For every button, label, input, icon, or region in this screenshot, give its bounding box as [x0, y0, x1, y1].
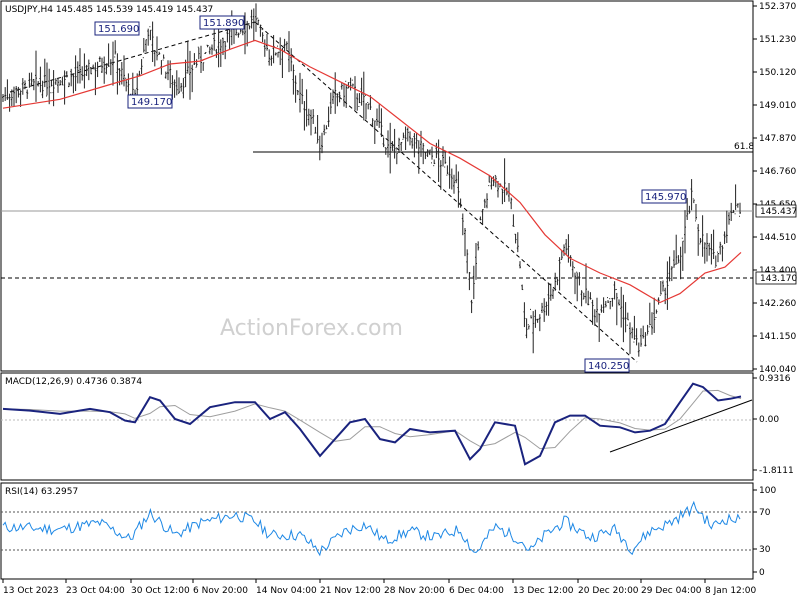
- x-tick-label: 6 Dec 04:00: [449, 586, 504, 596]
- y-tick-label: 140.040: [759, 365, 796, 375]
- trend-line-down: [254, 21, 638, 363]
- y-tick-label: 0.9316: [759, 374, 791, 384]
- macd-trend-line: [609, 399, 753, 453]
- x-axis: 13 Oct 2023 23 Oct 04:00 30 Oct 12:00 6 Nov…: [2, 579, 757, 596]
- y-tick-label: -1.8111: [759, 466, 794, 476]
- y-tick-label: 70: [759, 508, 771, 518]
- x-tick-label: 21 Nov 12:00: [320, 586, 381, 596]
- annotation-box: [127, 94, 173, 109]
- price-y-axis: 152.370 151.230 150.120 149.010 147.870 146.7…: [753, 2, 796, 375]
- x-tick-label: 23 Oct 04:00: [66, 586, 125, 596]
- price-annotation-151690: 151.690: [94, 21, 140, 36]
- rsi-panel-label: RSI(14) 63.2957: [5, 487, 78, 497]
- price-panel-frame: [0, 0, 754, 372]
- y-tick-label: 0.00: [759, 415, 779, 425]
- macd-panel-label: MACD(12,26,9) 0.4736 0.3874: [5, 377, 142, 387]
- price-annotation-149170: 149.170: [127, 94, 173, 109]
- y-tick-label: 30: [759, 545, 771, 555]
- y-tick-label: 100: [759, 486, 776, 496]
- support-tag-box: [755, 271, 797, 285]
- y-tick-label: 142.260: [759, 299, 796, 309]
- y-tick-label: 149.010: [759, 101, 796, 111]
- x-tick-label: 13 Dec 12:00: [513, 586, 574, 596]
- x-tick-label: 29 Dec 04:00: [641, 586, 702, 596]
- current-price-tag-box: [755, 204, 797, 218]
- annotation-text: 140.250: [588, 361, 629, 372]
- price-panel-label: USDJPY,H4 145.485 145.539 145.419 145.43…: [5, 5, 213, 15]
- y-tick-label: 151.230: [759, 35, 796, 45]
- macd-main-line: [2, 382, 742, 466]
- macd-y-axis: 0.9316 0.00 -1.8111: [753, 374, 794, 476]
- annotation-text: 149.170: [131, 97, 172, 108]
- y-tick-label: 147.870: [759, 134, 796, 144]
- price-annotation-140250: 140.250: [584, 358, 630, 373]
- y-tick-label: 0: [759, 568, 765, 578]
- watermark: ActionForex.com: [220, 316, 403, 341]
- annotation-box: [641, 189, 687, 204]
- rsi-line: [2, 500, 741, 557]
- x-tick-label: 30 Oct 12:00: [131, 586, 190, 596]
- fib-label: 61.8: [734, 142, 754, 152]
- x-tick-label: 14 Nov 04:00: [256, 586, 317, 596]
- x-tick-label: 13 Oct 2023: [3, 586, 59, 596]
- x-tick-label: 8 Jan 12:00: [705, 586, 757, 596]
- y-tick-label: 152.370: [759, 2, 796, 12]
- annotation-box: [94, 21, 140, 36]
- annotation-text: 151.690: [98, 24, 139, 35]
- annotation-box: [199, 15, 245, 30]
- y-tick-label: 150.120: [759, 68, 796, 78]
- support-tag: 143.170: [760, 274, 797, 284]
- rsi-panel-frame: [0, 482, 754, 580]
- x-tick-label: 6 Nov 20:00: [193, 586, 248, 596]
- y-tick-label: 146.760: [759, 167, 796, 177]
- price-annotation-151890: 151.890: [199, 15, 245, 30]
- y-tick-label: 144.510: [759, 233, 796, 243]
- annotation-text: 151.890: [203, 18, 244, 29]
- price-bars: [2, 3, 741, 357]
- x-tick-label: 28 Nov 20:00: [384, 586, 445, 596]
- y-tick-label: 141.150: [759, 332, 796, 342]
- annotation-box: [584, 358, 630, 373]
- rsi-y-axis: 100 70 30 0: [753, 486, 776, 578]
- x-tick-label: 20 Dec 20:00: [578, 586, 639, 596]
- price-annotation-145970: 145.970: [641, 189, 687, 204]
- moving-average-line: [2, 39, 742, 304]
- annotation-text: 145.970: [645, 192, 686, 203]
- y-tick-label: 143.400: [759, 266, 796, 276]
- current-price-tag: 145.437: [760, 207, 797, 217]
- macd-panel-frame: [0, 372, 754, 481]
